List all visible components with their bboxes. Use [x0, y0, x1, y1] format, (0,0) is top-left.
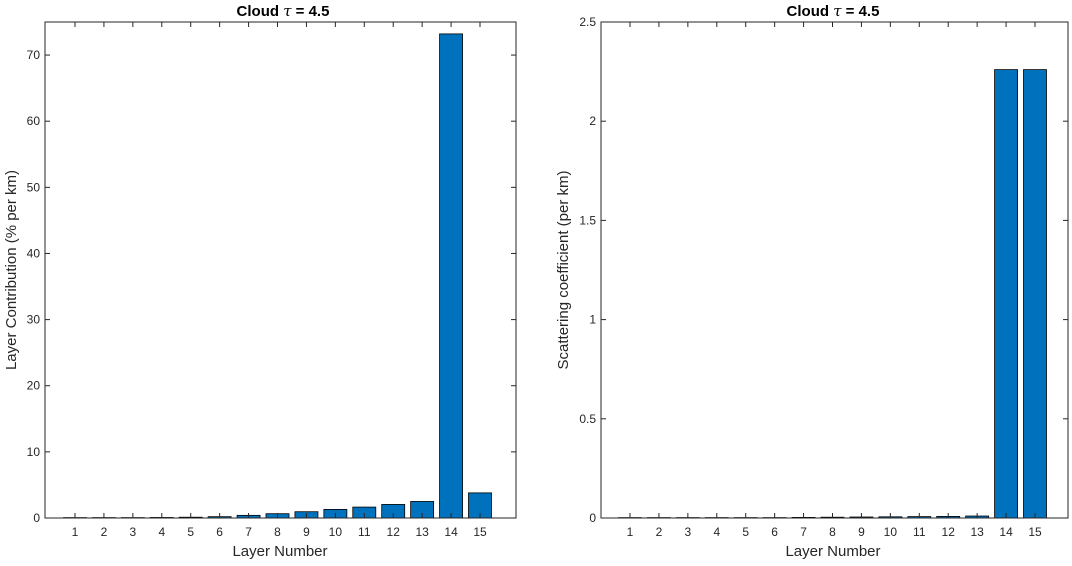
left-x-tick-label: 14 — [444, 525, 458, 539]
right-x-tick-label: 5 — [742, 525, 749, 539]
right-bar-14 — [994, 69, 1018, 519]
left-y-tick-label: 0 — [33, 511, 40, 525]
right-x-tick-label: 11 — [913, 525, 926, 539]
right-y-tick-label: 2 — [589, 114, 596, 128]
right-x-tick-label: 1 — [627, 525, 634, 539]
left-x-tick-label: 8 — [274, 525, 281, 539]
right-x-axis-label: Layer Number — [785, 543, 880, 560]
left-chart-title: Cloud τ = 4.5 — [237, 2, 330, 20]
left-x-tick-label: 11 — [358, 525, 371, 539]
left-y-ticks: 0 10 20 30 40 50 60 70 — [27, 48, 516, 525]
left-x-tick-label: 2 — [101, 525, 108, 539]
right-x-tick-label: 10 — [884, 525, 898, 539]
left-y-axis-label: Layer Contribution (% per km) — [3, 170, 20, 370]
right-plot-frame — [600, 21, 1069, 519]
right-chart-title: Cloud τ = 4.5 — [787, 2, 880, 20]
left-x-tick-label: 6 — [216, 525, 223, 539]
left-plot-frame — [44, 21, 517, 519]
right-y-tick-label: 0.5 — [579, 412, 596, 426]
right-x-tick-label: 2 — [656, 525, 663, 539]
left-x-axis-label: Layer Number — [232, 543, 327, 560]
right-y-axis-label: Scattering coefficient (per km) — [555, 171, 572, 370]
right-y-tick-label: 0 — [589, 511, 596, 525]
right-y-tick-label: 1.5 — [579, 213, 596, 227]
left-x-ticks: 1 2 3 4 5 6 7 8 9 10 11 12 13 14 15 — [72, 22, 487, 539]
right-x-tick-label: 3 — [685, 525, 692, 539]
left-x-tick-label: 15 — [473, 525, 487, 539]
left-bars — [63, 33, 492, 519]
right-chart: Cloud τ = 4.5 00.511.522.5 1 2 3 4 5 6 7 8 9 10 11… — [555, 2, 1069, 560]
left-x-tick-label: 12 — [387, 525, 401, 539]
left-x-tick-label: 10 — [329, 525, 343, 539]
right-x-tick-label: 12 — [942, 525, 956, 539]
left-x-tick-label: 5 — [187, 525, 194, 539]
right-bars — [618, 69, 1047, 519]
right-x-tick-label: 4 — [713, 525, 720, 539]
right-x-tick-label: 15 — [1028, 525, 1042, 539]
left-x-tick-label: 9 — [303, 525, 310, 539]
right-x-ticks: 1 2 3 4 5 6 7 8 9 10 11 12 13 14 15 — [627, 22, 1042, 539]
right-bar-15 — [1023, 69, 1047, 519]
left-x-tick-label: 13 — [415, 525, 429, 539]
right-x-tick-label: 7 — [800, 525, 807, 539]
right-x-tick-label: 6 — [771, 525, 778, 539]
left-y-tick-label: 70 — [27, 48, 41, 62]
left-y-tick-label: 10 — [27, 445, 41, 459]
left-x-tick-label: 1 — [72, 525, 79, 539]
left-y-tick-label: 30 — [27, 313, 41, 327]
left-y-tick-label: 40 — [27, 246, 41, 260]
left-y-tick-label: 60 — [27, 114, 41, 128]
right-y-ticks: 0 0.5 1 1.5 2 2.5 — [579, 15, 1068, 525]
right-x-tick-label: 8 — [829, 525, 836, 539]
left-bar-14 — [439, 33, 463, 519]
right-y-tick-label: 1 — [589, 313, 596, 327]
right-y-tick-label: 2.5 — [579, 15, 596, 29]
left-y-tick-label: 20 — [27, 379, 41, 393]
right-x-tick-label: 13 — [970, 525, 984, 539]
left-x-tick-label: 7 — [245, 525, 252, 539]
right-x-tick-label: 9 — [858, 525, 865, 539]
left-x-tick-label: 3 — [130, 525, 137, 539]
left-x-tick-label: 4 — [158, 525, 165, 539]
left-y-tick-label: 50 — [27, 180, 41, 194]
right-x-tick-label: 14 — [999, 525, 1013, 539]
